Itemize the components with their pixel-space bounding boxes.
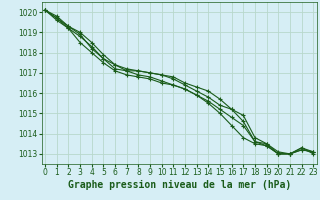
- X-axis label: Graphe pression niveau de la mer (hPa): Graphe pression niveau de la mer (hPa): [68, 180, 291, 190]
